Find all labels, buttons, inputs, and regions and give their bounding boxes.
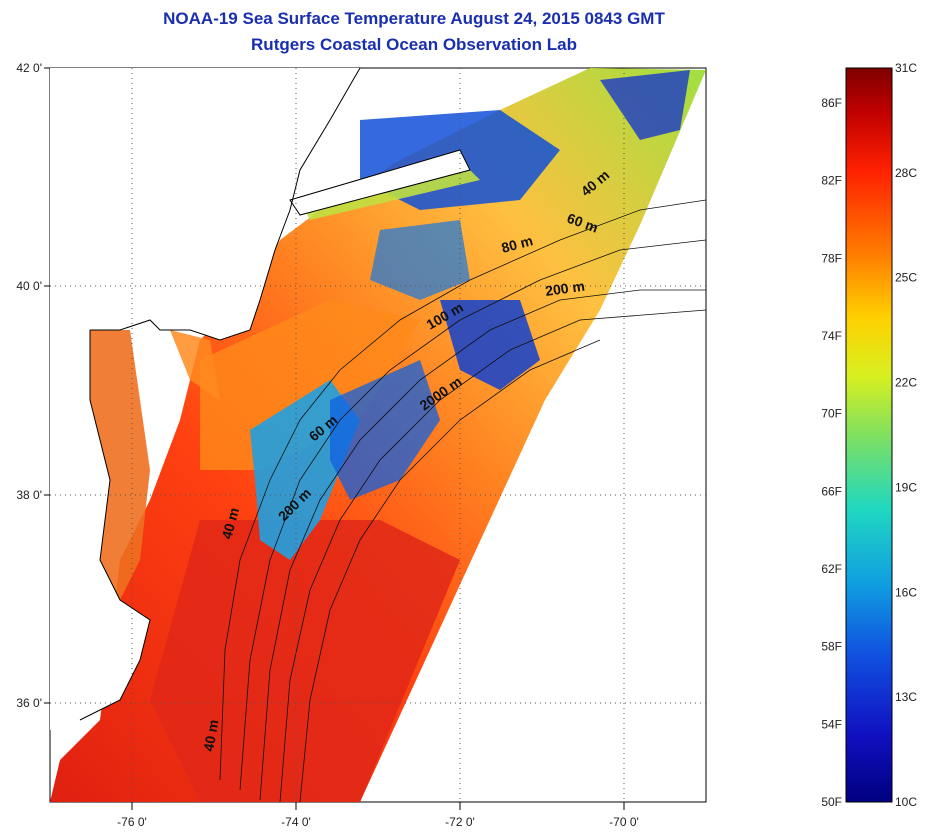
colorbar-c-label: 22C [895, 376, 917, 390]
colorbar-f-label: 86F [821, 96, 842, 110]
cold-patch-ne [600, 70, 690, 140]
colorbar-c-label: 31C [895, 61, 917, 75]
contour-label: 80 m [500, 232, 535, 256]
contour-100m [259, 289, 706, 801]
warm-region [150, 520, 460, 802]
map-title: NOAA-19 Sea Surface Temperature August 2… [163, 9, 665, 28]
contour-2000m [299, 339, 601, 802]
contour-label: 40 m [218, 506, 242, 541]
lon-label: -72 0' [445, 815, 475, 829]
colorbar-f-label: 54F [821, 717, 842, 731]
delaware-bay [170, 330, 220, 400]
colorbar-f-label: 62F [821, 562, 842, 576]
cold-eddy [440, 300, 540, 390]
lat-label: 40 0' [16, 279, 42, 293]
lon-label: -70 0' [609, 815, 639, 829]
chesapeake-bay [90, 330, 150, 600]
colorbar-f-label: 66F [821, 484, 842, 498]
colorbar-c-label: 28C [895, 166, 917, 180]
contour-label: 200 m [544, 278, 586, 299]
colorbar-c-label: 25C [895, 271, 917, 285]
lat-label: 42 0' [16, 61, 42, 75]
long-island-coast [289, 149, 471, 216]
colorbar-c-label: 10C [895, 795, 917, 809]
coastline-west [79, 330, 151, 721]
contour-200m [279, 309, 706, 802]
colorbar-fahrenheit-labels: 86F 82F 78F 74F 70F 66F 62F 58F 54F 50F [821, 96, 842, 809]
colorbar-c-label: 19C [895, 480, 917, 494]
land-north [50, 68, 360, 340]
contour-40m [219, 199, 706, 781]
contour-label: 40 m [200, 718, 221, 752]
colorbar-f-label: 78F [821, 251, 842, 265]
colorbar-f-label: 74F [821, 329, 842, 343]
colorbar-celsius-labels: 31C 28C 25C 22C 19C 16C 13C 10C [895, 61, 917, 809]
cold-band-2 [330, 360, 440, 500]
lon-label: -74 0' [281, 815, 311, 829]
lon-label: -76 0' [117, 815, 147, 829]
map-subtitle: Rutgers Coastal Ocean Observation Lab [251, 35, 577, 54]
colorbar-f-label: 82F [821, 174, 842, 188]
colorbar-f-label: 50F [821, 795, 842, 809]
contour-60m [239, 239, 706, 791]
cold-patch-mid [370, 220, 470, 300]
colorbar-f-label: 58F [821, 640, 842, 654]
long-island [290, 150, 470, 215]
colorbar-c-label: 16C [895, 585, 917, 599]
colorbar-c-label: 13C [895, 690, 917, 704]
coastline-north [90, 68, 361, 341]
sst-data-layer [50, 68, 706, 802]
colorbar [845, 67, 893, 803]
lat-label: 38 0' [16, 488, 42, 502]
axis-ticks [44, 67, 625, 810]
lat-label: 36 0' [16, 696, 42, 710]
land-west [50, 330, 150, 730]
colorbar-f-label: 70F [821, 407, 842, 421]
